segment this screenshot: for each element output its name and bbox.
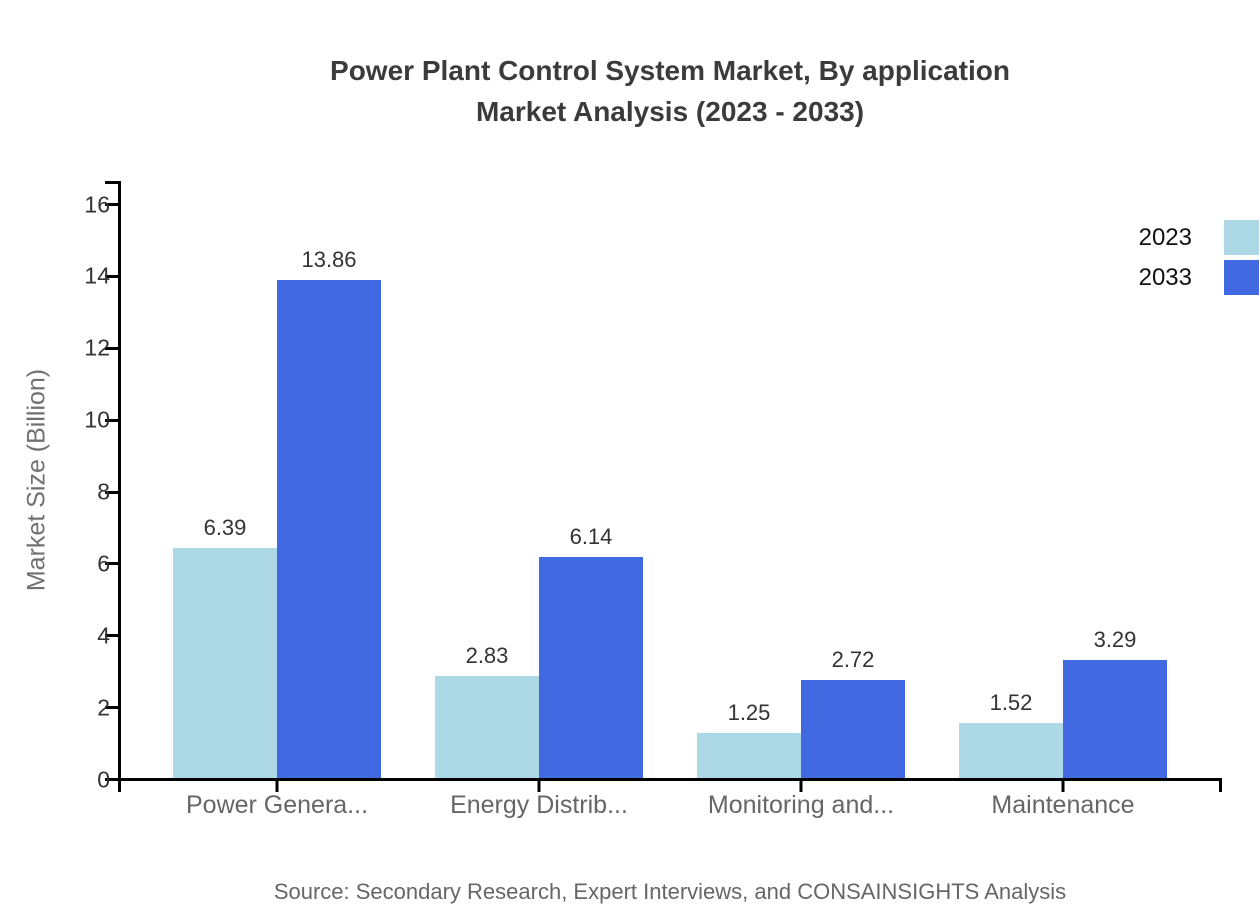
bar-2023-1 <box>173 548 277 778</box>
y-tick-label: 12 <box>84 334 110 361</box>
bar-value-label: 2.72 <box>831 647 875 673</box>
bar-value-label: 1.25 <box>727 700 771 726</box>
y-tick <box>105 634 118 638</box>
y-tick-label: 6 <box>97 550 110 577</box>
x-tick <box>1061 781 1065 792</box>
bar-2033-2 <box>539 557 643 778</box>
y-tick-label: 0 <box>97 766 110 792</box>
y-tick-label: 10 <box>84 406 110 433</box>
bar-value-label: 2.83 <box>465 643 509 669</box>
category-label-1: Power Genera... <box>185 791 369 819</box>
y-tick <box>105 203 118 206</box>
legend-label: 2033 <box>1138 263 1192 291</box>
bar-2023-4 <box>959 723 1063 778</box>
bar-2023-2 <box>435 676 539 778</box>
y-tick-label: 16 <box>84 191 110 217</box>
bar-2033-1 <box>277 279 381 778</box>
y-tick <box>105 562 118 566</box>
x-tick <box>799 781 803 792</box>
bar-value-label: 3.29 <box>1093 626 1137 652</box>
chart-title-line2: Market Analysis (2023 - 2033) <box>475 96 865 127</box>
bar-2033-3 <box>801 680 905 778</box>
source-attribution: Source: Secondary Research, Expert Inter… <box>273 879 1067 904</box>
chart-title-line1: Power Plant Control System Market, By ap… <box>330 55 1010 86</box>
y-tick <box>105 418 118 422</box>
legend: 2023 2033 <box>1139 220 1259 300</box>
category-label-2: Energy Distrib... <box>450 791 628 819</box>
category-label-4: Maintenance <box>991 791 1135 819</box>
y-axis-line <box>118 181 121 792</box>
x-tick <box>537 781 541 792</box>
category-label-3: Monitoring and... <box>707 791 895 819</box>
legend-swatch <box>1224 220 1259 255</box>
y-axis-title: Market Size (Billion) <box>22 368 51 592</box>
bar-2033-4 <box>1063 659 1167 778</box>
y-tick <box>105 346 118 350</box>
y-tick-label: 2 <box>97 694 110 721</box>
y-tick <box>105 274 118 278</box>
y-tick <box>105 490 118 494</box>
legend-item-2033: 2033 <box>1139 260 1259 295</box>
legend-item-2023: 2023 <box>1139 220 1259 255</box>
y-tick-label: 8 <box>97 478 110 505</box>
bar-value-label: 1.52 <box>989 690 1033 716</box>
bar-value-label: 13.86 <box>301 246 357 272</box>
legend-swatch <box>1224 260 1259 295</box>
x-axis-line <box>118 778 1222 781</box>
y-tick <box>105 778 118 781</box>
x-tick <box>275 781 279 792</box>
chart-title: Power Plant Control System Market, By ap… <box>118 50 1222 132</box>
plot-area: 0 2 4 6 8 10 12 14 16 6.39 13.86 2.83 6.14 1.25 2.72 1… <box>84 181 1222 819</box>
bar-2023-3 <box>697 733 801 778</box>
legend-label: 2023 <box>1138 223 1192 251</box>
bar-value-label: 6.39 <box>203 515 247 541</box>
x-axis-end-cap <box>1219 778 1222 792</box>
y-tick-label: 14 <box>84 262 110 289</box>
y-axis-top-cap <box>105 181 118 184</box>
y-tick-label: 4 <box>97 622 110 649</box>
bar-value-label: 6.14 <box>569 524 613 550</box>
y-tick <box>105 706 118 710</box>
